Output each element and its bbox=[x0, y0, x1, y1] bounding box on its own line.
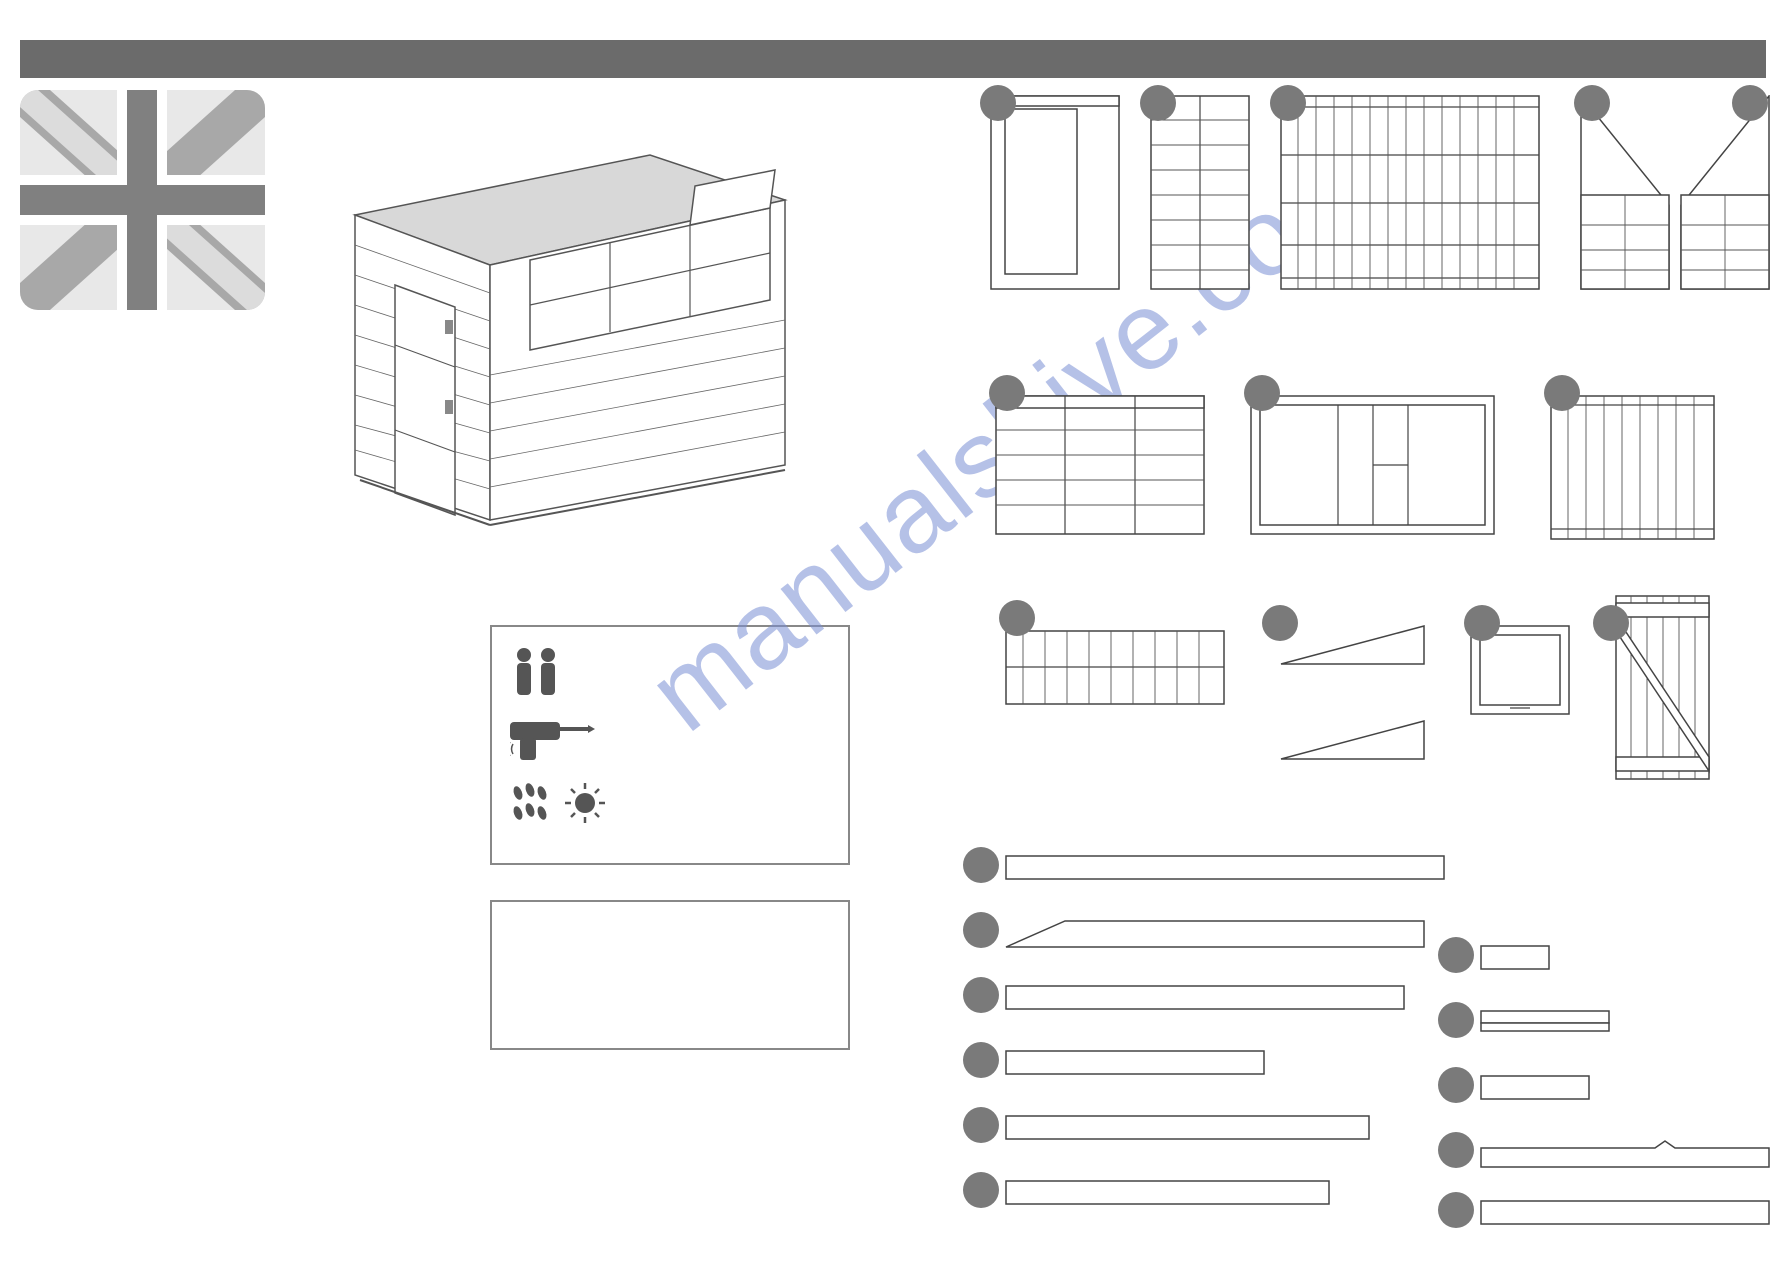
part-gable-left bbox=[1580, 95, 1670, 290]
weather-icon bbox=[510, 778, 830, 828]
people-required-icon bbox=[510, 645, 830, 700]
part-back-panel bbox=[1150, 95, 1250, 290]
part-beam-10 bbox=[1480, 1140, 1770, 1168]
requirements-box bbox=[490, 625, 850, 865]
part-beam-5 bbox=[1005, 1115, 1370, 1140]
part-floor-large bbox=[1280, 95, 1540, 290]
flag-uk bbox=[20, 90, 265, 310]
part-front-panel-door bbox=[990, 95, 1120, 290]
part-wedge-bottom bbox=[1280, 720, 1425, 760]
part-window-frame-large bbox=[1250, 395, 1495, 535]
part-roof-panel bbox=[1005, 630, 1225, 705]
part-beam-1 bbox=[1005, 855, 1445, 880]
drill-icon bbox=[510, 714, 830, 764]
part-side-half-panel bbox=[995, 395, 1205, 535]
part-side-panel-small bbox=[1550, 395, 1715, 540]
header-bar bbox=[20, 40, 1766, 78]
part-small-window bbox=[1470, 625, 1570, 715]
part-wedge-top bbox=[1280, 625, 1425, 665]
part-beam-9 bbox=[1480, 1075, 1590, 1100]
part-beam-7 bbox=[1480, 945, 1550, 970]
shed-illustration bbox=[290, 120, 850, 550]
part-door bbox=[1615, 595, 1710, 780]
part-gable-right bbox=[1680, 95, 1770, 290]
part-beam-6 bbox=[1005, 1180, 1330, 1205]
part-beam-8 bbox=[1480, 1010, 1610, 1032]
notes-box bbox=[490, 900, 850, 1050]
part-beam-11 bbox=[1480, 1200, 1770, 1225]
part-beam-2 bbox=[1005, 920, 1425, 948]
part-beam-4 bbox=[1005, 1050, 1265, 1075]
part-beam-3 bbox=[1005, 985, 1405, 1010]
